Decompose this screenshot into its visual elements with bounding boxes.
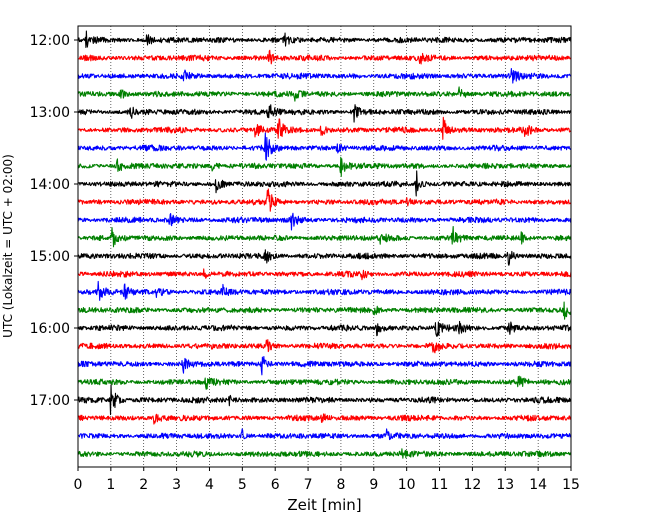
x-tick-label-6: 6	[271, 477, 280, 493]
trace-1330	[77, 132, 572, 161]
y-tick-label-17:00: 17:00	[30, 393, 70, 409]
x-tick-label-13: 13	[496, 477, 514, 493]
y-tick-label-13:00: 13:00	[30, 105, 70, 121]
trace-1345	[77, 156, 572, 177]
y-tick-label-16:00: 16:00	[30, 321, 70, 337]
trace-1200	[77, 30, 572, 49]
x-tick-label-9: 9	[369, 477, 378, 493]
trace-1215	[77, 49, 572, 65]
plot-frame	[77, 25, 572, 468]
trace-1545	[77, 301, 572, 320]
trace-1630	[77, 356, 572, 376]
trace-1745	[77, 448, 572, 459]
trace-1715	[77, 413, 572, 425]
trace-1530	[77, 280, 572, 301]
x-tick-label-14: 14	[529, 477, 547, 493]
y-tick-label-12:00: 12:00	[30, 33, 70, 49]
y-axis-label: UTC (Lokalzeit = UTC + 02:00)	[1, 154, 15, 338]
trace-1245	[77, 86, 572, 102]
trace-1445	[77, 226, 572, 248]
trace-1515	[77, 268, 572, 281]
trace-1415	[77, 188, 572, 212]
x-tick-label-2: 2	[139, 477, 148, 493]
x-tick-label-1: 1	[106, 477, 115, 493]
trace-1400	[77, 170, 572, 197]
x-axis-label: Zeit [min]	[287, 496, 361, 514]
trace-1615	[77, 339, 572, 354]
x-tick-label-3: 3	[172, 477, 181, 493]
trace-1430	[77, 212, 572, 231]
trace-1645	[77, 375, 572, 390]
x-tick-label-10: 10	[398, 477, 416, 493]
x-tick-label-7: 7	[304, 477, 313, 493]
x-tick-label-12: 12	[463, 477, 481, 493]
x-tick-label-5: 5	[238, 477, 247, 493]
trace-1700	[77, 384, 572, 416]
x-axis-ticks: 0 1 2 3 4 5 6 7 8 9 10 11 12 13 14 15	[74, 467, 580, 493]
trace-1315	[77, 116, 572, 140]
x-tick-label-11: 11	[431, 477, 449, 493]
y-tick-label-14:00: 14:00	[30, 177, 70, 193]
y-tick-label-15:00: 15:00	[30, 249, 70, 265]
x-tick-label-15: 15	[562, 477, 580, 493]
trace-1600	[77, 320, 572, 337]
trace-1300	[77, 104, 572, 123]
y-axis-ticks: 12:00 13:00 14:00 15:00 16:00 17:00	[30, 33, 78, 409]
trace-1230	[77, 67, 572, 84]
x-tick-label-4: 4	[205, 477, 214, 493]
traces	[77, 30, 572, 459]
x-tick-label-8: 8	[336, 477, 345, 493]
trace-1500	[77, 249, 572, 266]
trace-1730	[77, 428, 572, 441]
x-tick-label-0: 0	[74, 477, 83, 493]
